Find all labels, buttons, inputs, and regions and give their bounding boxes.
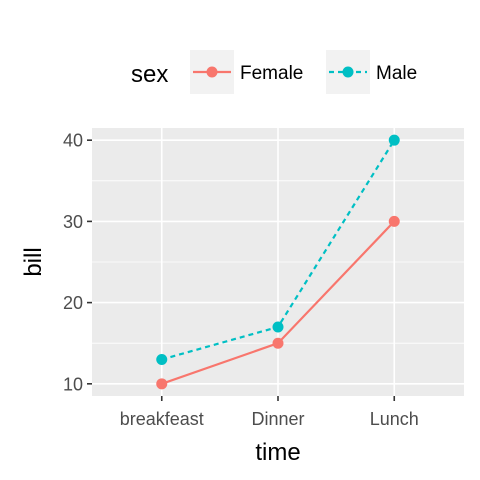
legend-key-point bbox=[342, 66, 354, 78]
legend-title: sex bbox=[131, 61, 168, 88]
data-point-male bbox=[156, 353, 168, 365]
x-tick-label: breakfeast bbox=[120, 409, 204, 429]
data-point-female bbox=[272, 337, 284, 349]
y-tick-label: 40 bbox=[63, 131, 83, 151]
legend-label-male: Male bbox=[376, 63, 417, 84]
y-tick-label: 10 bbox=[63, 374, 83, 394]
legend: sex Female Male bbox=[131, 50, 417, 94]
x-axis-title: time bbox=[255, 439, 300, 466]
major-gridlines bbox=[92, 128, 464, 396]
y-axis-title: bill bbox=[20, 247, 47, 276]
axes-layer: 10 20 30 40 breakfeast Dinner Lunch bbox=[63, 131, 419, 429]
y-tick-label: 30 bbox=[63, 212, 83, 232]
legend-label-female: Female bbox=[240, 63, 303, 84]
data-point-male bbox=[272, 321, 284, 333]
x-tick-label: Dinner bbox=[251, 409, 304, 429]
data-point-female bbox=[388, 215, 400, 227]
legend-key-point bbox=[206, 66, 218, 78]
data-point-female bbox=[156, 378, 168, 390]
data-point-male bbox=[388, 134, 400, 146]
y-tick-label: 20 bbox=[63, 293, 83, 313]
x-tick-label: Lunch bbox=[370, 409, 419, 429]
series-layer bbox=[156, 134, 400, 390]
